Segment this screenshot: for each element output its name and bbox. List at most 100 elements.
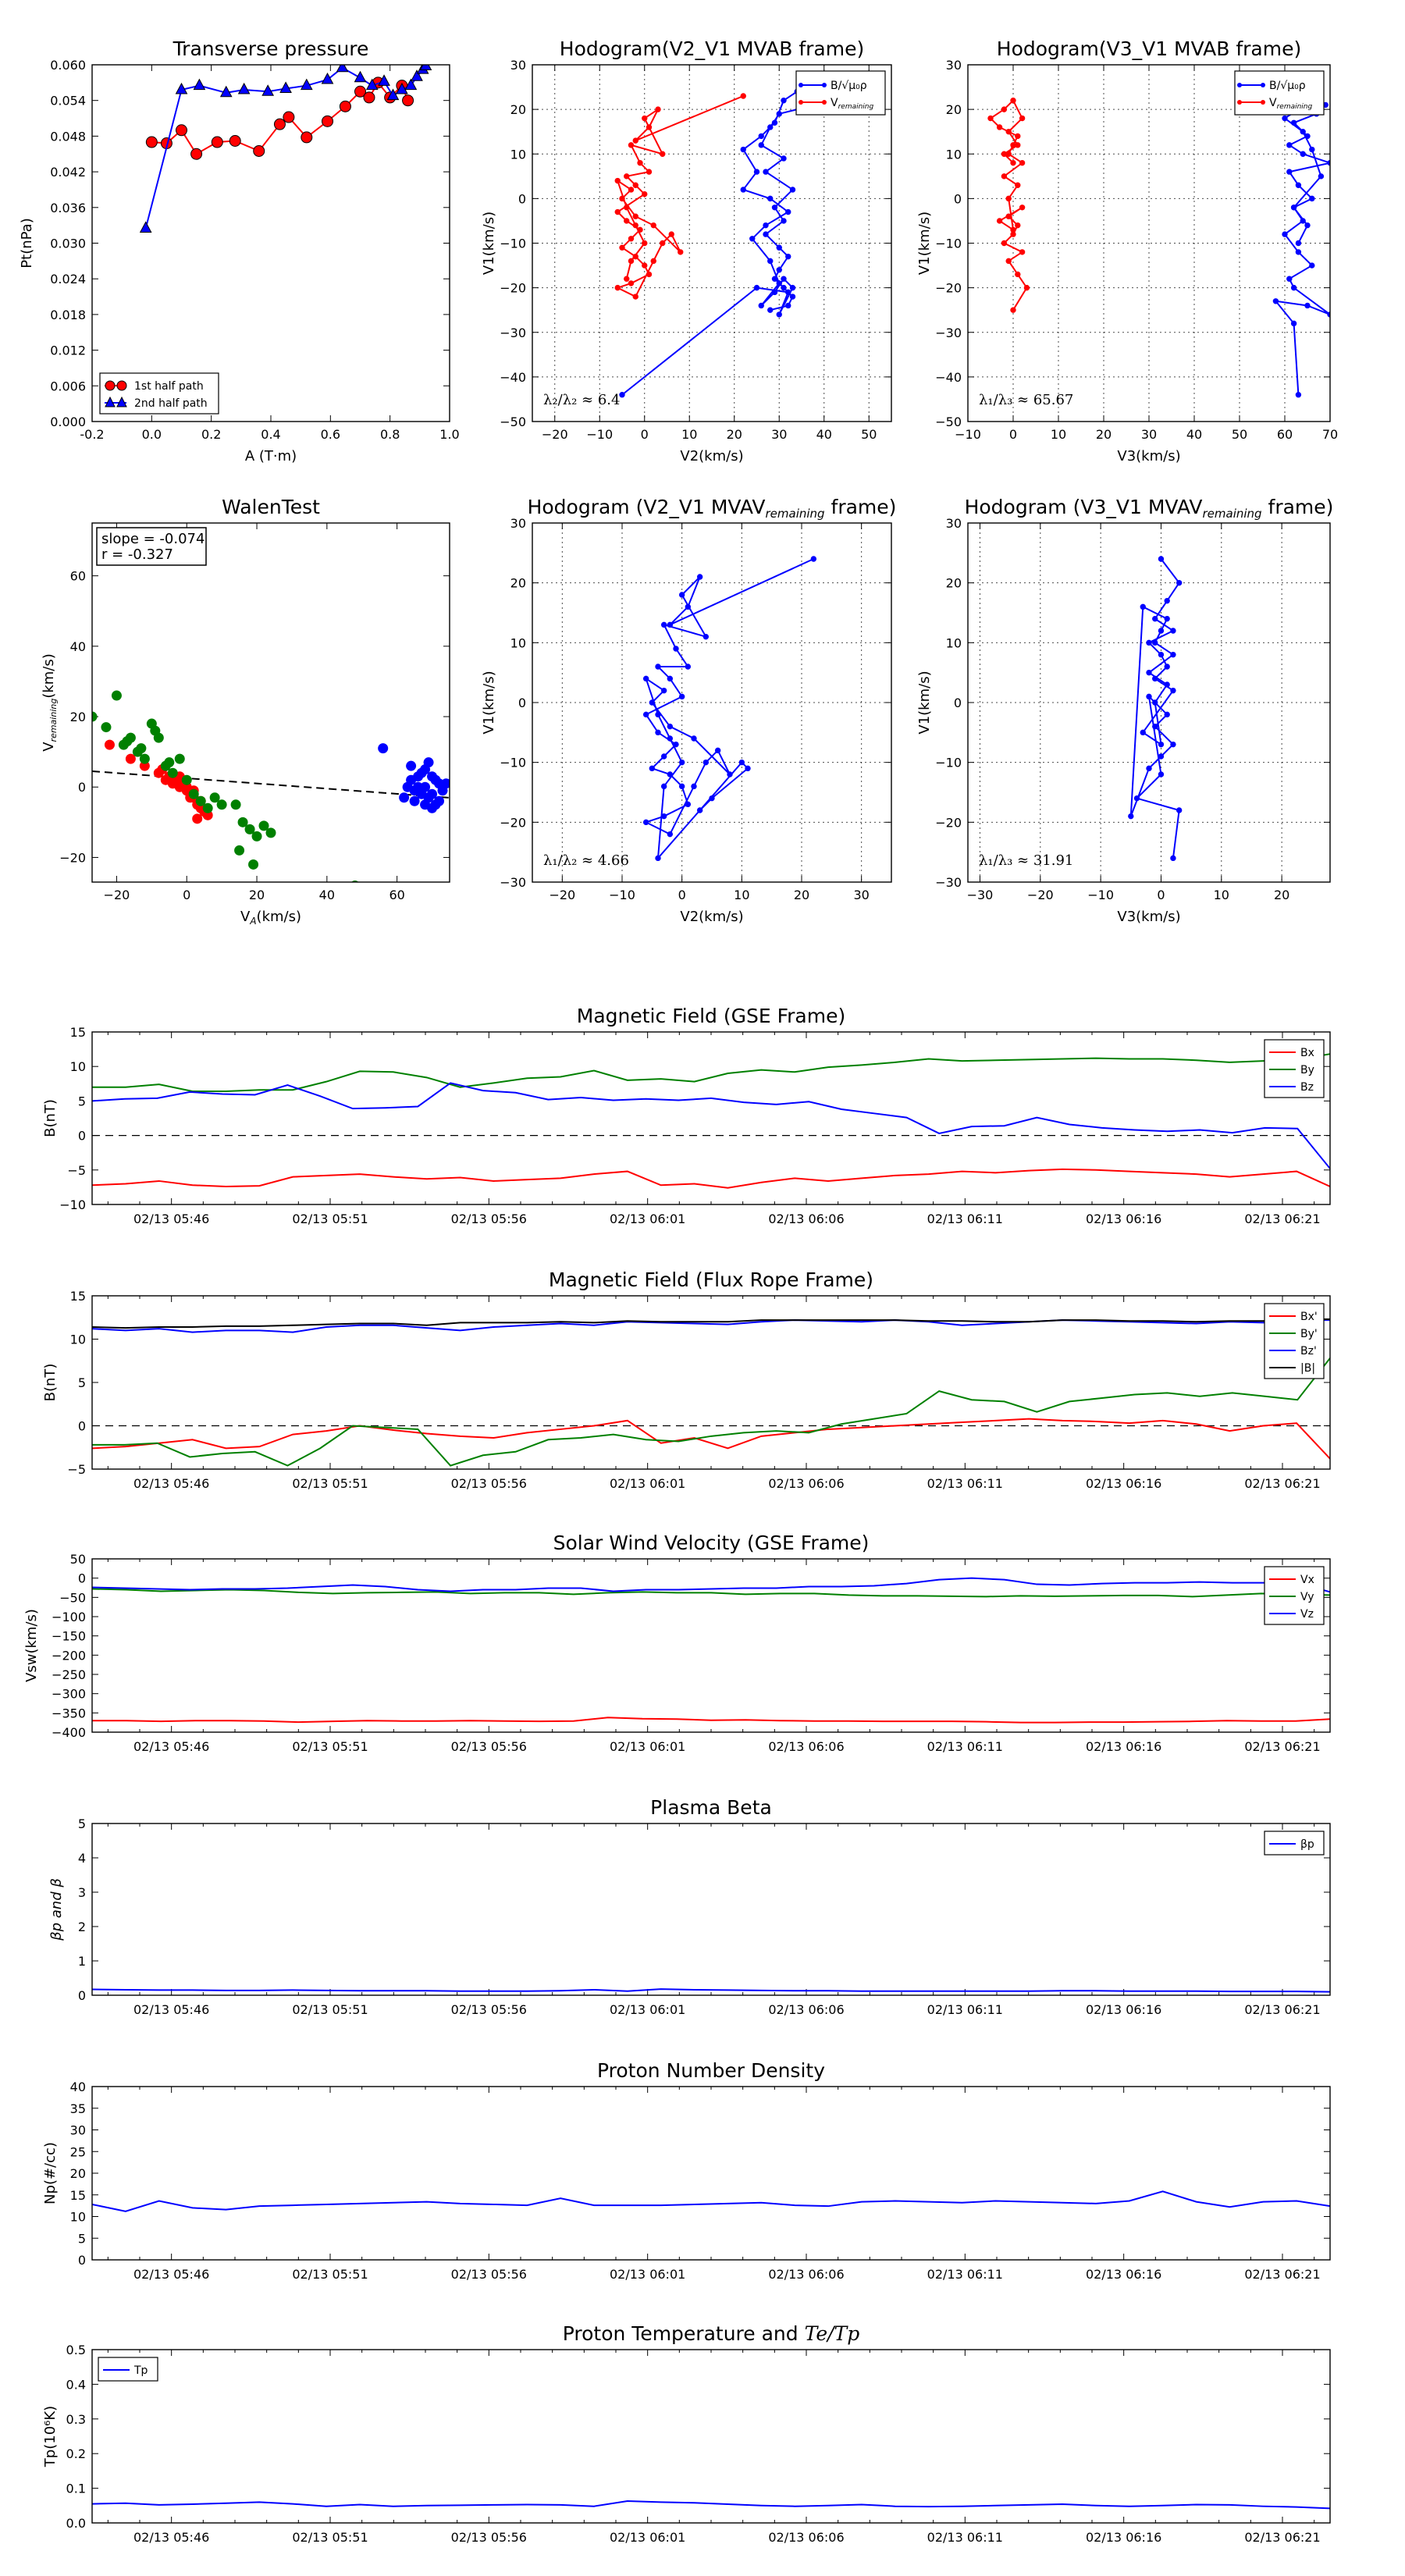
data-point (776, 267, 782, 273)
tick-label-x: 0 (678, 888, 686, 902)
tick-label-x: 02/13 06:16 (1086, 2267, 1161, 2282)
x-axis-label: V2(km/s) (680, 448, 743, 464)
data-point (655, 711, 661, 718)
tick-label-x: 0 (1157, 888, 1165, 902)
data-point (1140, 729, 1146, 736)
data-point (234, 845, 245, 856)
tick-label-y: 0.006 (50, 379, 86, 393)
legend-label: Vy (1300, 1591, 1314, 1603)
data-point (767, 258, 774, 265)
y-axis-label: B(nT) (42, 1364, 59, 1402)
data-point (1282, 115, 1288, 122)
tick-label-y: 20 (70, 710, 86, 724)
legend-box (1234, 70, 1325, 116)
series-layer (139, 65, 432, 233)
tick-label-x: 10 (734, 888, 749, 902)
data-point (211, 136, 223, 148)
data-point (1272, 298, 1279, 304)
data-point (237, 82, 251, 94)
tick-label-x: 50 (861, 427, 877, 442)
data-point (738, 759, 745, 766)
legend-label: Bz' (1300, 1345, 1317, 1357)
y-axis-label: V1(km/s) (481, 212, 497, 275)
data-point (1019, 115, 1026, 122)
data-point (789, 284, 796, 291)
tick-label-x: 02/13 06:21 (1244, 2267, 1320, 2282)
data-point (614, 177, 621, 184)
data-point (1164, 711, 1170, 718)
data-point (709, 795, 715, 802)
data-point (1170, 855, 1176, 862)
tick-label-x: 02/13 05:51 (292, 1739, 368, 1754)
data-point (1001, 151, 1008, 157)
tick-label-x: −20 (104, 888, 130, 902)
series-line-2 (92, 1082, 1330, 1169)
legend-label: Vremaining (831, 97, 874, 111)
data-point (667, 723, 674, 730)
subplot-beta: 0 1 2 3 4 5 02/13 05:46 02/13 05:51 02/13 05:56 0… (48, 1796, 1331, 2017)
subplot-bgse: −10 −5 0 5 10 15 02/13 05:46 02/13 05:51 02/13 0… (42, 1005, 1331, 1226)
data-point (216, 799, 227, 810)
data-point (637, 159, 643, 166)
data-point (1010, 307, 1016, 313)
data-point (767, 307, 774, 313)
data-point (1146, 669, 1152, 676)
data-point (650, 258, 656, 265)
tick-label-x: 02/13 06:01 (610, 1212, 685, 1226)
data-point (753, 169, 760, 175)
tick-label-y: 30 (946, 516, 962, 531)
tick-label-y: 0.1 (66, 2482, 86, 2496)
data-point (258, 820, 269, 831)
chart-title: Magnetic Field (GSE Frame) (577, 1005, 845, 1027)
tick-label-x: 02/13 05:51 (292, 2530, 368, 2545)
data-point (1152, 639, 1158, 646)
data-point (678, 693, 685, 700)
tick-label-x: 02/13 06:01 (610, 2002, 685, 2017)
data-point (789, 187, 796, 193)
tick-label-y: 0.054 (50, 94, 86, 109)
data-point (781, 276, 787, 282)
series-layer (92, 1577, 1330, 1724)
data-point (202, 809, 213, 820)
data-point (624, 205, 630, 211)
legend-label: Bz (1300, 1081, 1314, 1094)
tick-label-y: 10 (510, 147, 526, 162)
plot-area (92, 1823, 1330, 1995)
tick-label-y: 10 (510, 635, 526, 650)
tick-label-y: 20 (510, 576, 526, 591)
axes-frame (532, 64, 892, 422)
tick-label-y: −10 (500, 237, 526, 251)
data-point (1005, 258, 1012, 265)
data-point (758, 142, 764, 148)
data-point (1164, 615, 1170, 622)
data-point (660, 753, 667, 760)
data-point (192, 813, 203, 824)
tick-label-x: 02/13 06:21 (1244, 1476, 1320, 1491)
tick-label-y: 0.036 (50, 201, 86, 215)
tick-label-y: −50 (500, 415, 526, 429)
data-point (1164, 664, 1170, 670)
data-point (1290, 320, 1297, 327)
legend-label: Vremaining (1269, 97, 1313, 111)
legend-marker (105, 396, 116, 407)
tick-label-x: 02/13 06:06 (768, 2267, 844, 2282)
data-point (1019, 159, 1026, 166)
tick-label-y: 5 (78, 1094, 86, 1108)
tick-label-y: 0 (78, 1988, 86, 2003)
tick-label-y: 35 (70, 2101, 86, 2116)
data-point (632, 294, 638, 300)
data-point (122, 736, 133, 747)
data-point (660, 783, 667, 790)
data-point (667, 771, 674, 777)
tick-label-y: −30 (500, 326, 526, 340)
chart-title: Plasma Beta (650, 1796, 772, 1819)
data-point (758, 302, 764, 309)
chart-title: WalenTest (222, 496, 320, 518)
data-point (195, 795, 206, 806)
tick-label-x: 02/13 05:51 (292, 1476, 368, 1491)
data-point (771, 276, 778, 282)
tick-label-x: 02/13 06:01 (610, 1739, 685, 1754)
tick-label-y: 0.2 (66, 2446, 86, 2461)
y-axis-label: Pt(nPa) (19, 218, 35, 268)
data-point (406, 760, 417, 771)
